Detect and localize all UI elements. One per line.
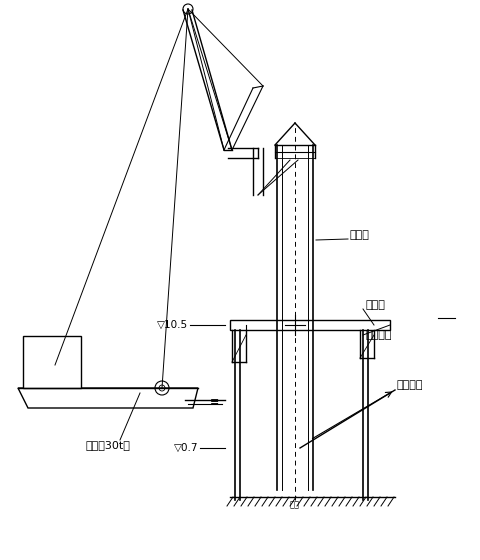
Text: 地面: 地面 [290, 500, 300, 509]
Bar [23, 336, 81, 388]
Text: ▽0.7: ▽0.7 [173, 443, 198, 453]
Text: ≡: ≡ [210, 397, 219, 407]
Polygon shape [18, 388, 198, 408]
Text: 导向架: 导向架 [365, 300, 385, 310]
Text: 浮吊（30t）: 浮吊（30t） [85, 440, 131, 450]
Text: 钢护筒: 钢护筒 [350, 230, 370, 240]
Text: 施工平台: 施工平台 [365, 330, 392, 340]
Text: 牵引缆索: 牵引缆索 [397, 380, 423, 390]
Text: ▽10.5: ▽10.5 [157, 320, 188, 330]
Bar [230, 320, 390, 330]
